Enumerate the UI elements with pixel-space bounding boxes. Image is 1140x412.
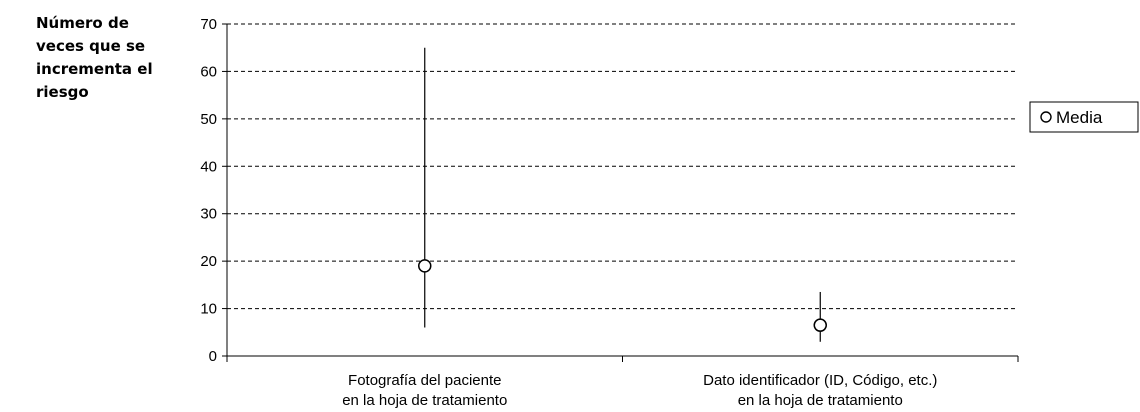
y-tick-labels: 0 10 20 30 40 50 60 70 bbox=[200, 16, 217, 365]
mean-marker bbox=[418, 259, 432, 273]
x-category-label: en la hoja de tratamiento bbox=[342, 392, 507, 409]
series-media bbox=[418, 47, 827, 342]
y-axis-title-line: Número de bbox=[36, 14, 129, 32]
y-tick-label: 0 bbox=[209, 348, 217, 365]
y-axis-title-line: riesgo bbox=[36, 83, 89, 101]
legend-label: Media bbox=[1056, 108, 1103, 127]
y-tick-label: 20 bbox=[200, 253, 217, 270]
gridlines bbox=[227, 23, 1018, 310]
legend: Media bbox=[1029, 101, 1139, 133]
legend-marker-icon bbox=[1040, 111, 1052, 123]
y-axis-title: Número de veces que se incrementa el rie… bbox=[36, 14, 153, 101]
y-tick-label: 60 bbox=[200, 63, 217, 80]
y-tick-label: 50 bbox=[200, 111, 217, 128]
y-axis-title-line: veces que se bbox=[36, 37, 145, 55]
x-category-label: Fotografía del paciente bbox=[348, 372, 501, 389]
y-tick-label: 70 bbox=[200, 16, 217, 33]
mean-marker bbox=[813, 318, 827, 332]
y-tick-label: 40 bbox=[200, 158, 217, 175]
axes bbox=[222, 23, 1019, 362]
x-category-label: Dato identificador (ID, Código, etc.) bbox=[703, 372, 937, 389]
x-category-label: en la hoja de tratamiento bbox=[738, 392, 903, 409]
y-axis-title-line: incrementa el bbox=[36, 60, 153, 78]
y-tick-label: 30 bbox=[200, 206, 217, 223]
y-tick-label: 10 bbox=[200, 301, 217, 318]
x-category-labels: Fotografía del paciente en la hoja de tra… bbox=[342, 372, 937, 409]
